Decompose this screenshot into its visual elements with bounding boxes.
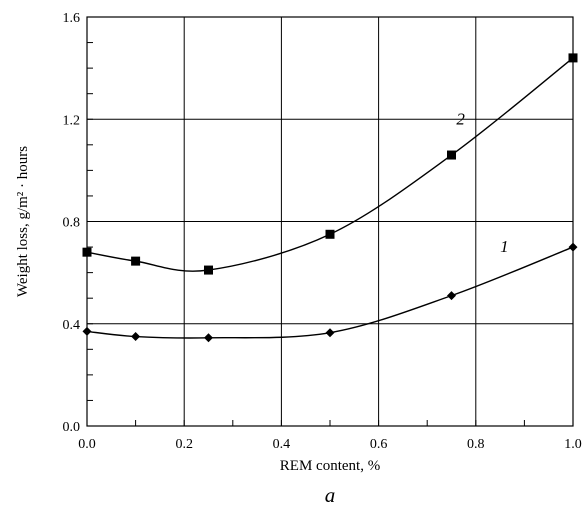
series-label-2: 2 (456, 109, 465, 128)
series-1-point (204, 333, 213, 343)
grid-lines (86, 16, 574, 427)
tick-labels: 0.0 0.2 0.4 0.6 0.8 1.0 0.0 0.4 0.8 1.2 1.6 (63, 11, 582, 452)
series-1-point (447, 291, 456, 301)
x-tick-label: 0.4 (273, 437, 291, 452)
y-axis-label: Weight loss, g/m² · hours (15, 146, 31, 297)
x-tick-label: 1.0 (564, 437, 582, 452)
axis-ticks (86, 16, 574, 427)
series-label-1: 1 (500, 237, 509, 256)
y-tick-label: 1.2 (63, 113, 81, 128)
x-tick-label: 0.8 (467, 437, 485, 452)
y-tick-label: 0.0 (63, 420, 81, 435)
series-1-line (86, 246, 574, 339)
y-tick-label: 0.4 (63, 318, 81, 333)
series-2-point (204, 265, 213, 275)
series-2-point (325, 229, 335, 239)
y-tick-label: 0.8 (63, 216, 81, 231)
series-1-point (131, 332, 141, 342)
series-curves (86, 57, 574, 339)
x-tick-label: 0.6 (370, 437, 388, 452)
figure-caption: a (325, 483, 336, 507)
series-1-point (325, 328, 335, 338)
series-2-point (131, 256, 141, 266)
y-tick-label: 1.6 (63, 11, 81, 26)
data-markers (82, 53, 578, 343)
series-2-point (447, 150, 456, 160)
x-tick-label: 0.0 (78, 437, 96, 452)
x-tick-label: 0.2 (175, 437, 193, 452)
x-axis-label: REM content, % (280, 458, 380, 474)
